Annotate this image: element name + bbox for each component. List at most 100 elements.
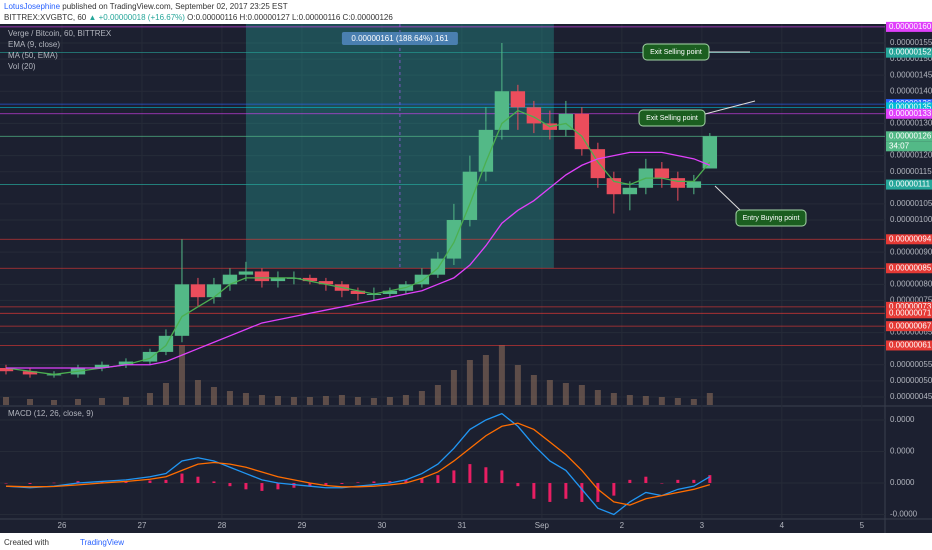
y-tick-label: 0.00000140 (890, 86, 932, 95)
macd-histogram (612, 483, 616, 496)
macd-histogram (564, 483, 568, 499)
candle-body (462, 171, 478, 220)
volume-bar (354, 397, 361, 405)
price-label: 0.00000094 (889, 234, 932, 243)
macd-histogram (100, 481, 104, 484)
y-tick-label: 0.00000105 (890, 199, 932, 208)
macd-histogram (28, 483, 32, 484)
macd-histogram (372, 481, 376, 484)
x-tick-label: 28 (217, 521, 226, 530)
price-label-box (886, 179, 932, 190)
volume-bar (562, 383, 569, 405)
macd-histogram (260, 483, 264, 491)
annotation-box (638, 109, 706, 127)
y-tick-label: 0.00000115 (890, 167, 932, 176)
macd-histogram (308, 483, 312, 487)
macd-histogram (4, 483, 8, 484)
volume-bar (210, 387, 217, 405)
macd-histogram (228, 483, 232, 487)
candle-body (686, 181, 702, 188)
price-label-box (886, 308, 932, 319)
candle-body (254, 271, 270, 282)
symbol: BITTREX:XVGBTC, 60 (4, 13, 87, 22)
candle-body (622, 187, 638, 195)
macd-histogram (356, 482, 360, 484)
header-line: LotusJosephine published on TradingView.… (4, 2, 288, 11)
candle-body (222, 274, 238, 285)
macd-histogram (708, 475, 712, 484)
macd-histogram (516, 483, 520, 487)
y-tick-label: 0.00000045 (890, 392, 932, 401)
y-tick-label: 0.00000065 (890, 328, 932, 337)
candle-body (318, 281, 334, 285)
candle-body (510, 91, 526, 108)
candle-body (206, 284, 222, 298)
x-tick-label: 27 (138, 521, 147, 530)
macd-histogram (180, 473, 184, 484)
chart-background (0, 24, 932, 533)
price-label: 0.00000111 (889, 180, 931, 189)
volume-bar (242, 393, 249, 405)
macd-histogram (580, 483, 584, 502)
candle-body (94, 364, 110, 368)
change: ▲ +0.00000018 (+16.67%) (88, 13, 185, 22)
volume-bar (386, 397, 393, 405)
annotation: Entry Buying point (743, 215, 800, 222)
candle-body (654, 168, 670, 179)
volume-bar (466, 360, 473, 405)
price-label: 0.00000085 (889, 263, 932, 272)
macd-histogram (388, 481, 392, 484)
volume-bar (530, 375, 537, 405)
x-tick-label: 4 (780, 521, 785, 530)
chart-layer: 26 27 28 29 30 31 Sep 2 3 4 50.000001550.000001500… (0, 21, 932, 530)
macd-histogram (324, 483, 328, 486)
price-label: 0.00000133 (889, 109, 932, 118)
candle-body (446, 219, 462, 259)
annotation-pointer (714, 185, 741, 211)
price-label: 0.00000160 (889, 22, 932, 31)
volume-bar (194, 380, 201, 405)
candle-body (190, 284, 206, 298)
macd-histogram (692, 479, 696, 484)
y-tick-label: 0.00000130 (890, 119, 932, 128)
candle-body (702, 136, 718, 169)
macd-histogram (436, 475, 440, 484)
legend-entry: Verge / Bitcoin, 60, BITTREX (8, 29, 112, 38)
volume-bar (514, 365, 521, 405)
candle-body (670, 178, 686, 188)
footer-brand[interactable]: TradingView (80, 538, 124, 547)
candle-body (414, 274, 430, 285)
y-tick-label: -0.0000 (890, 510, 918, 519)
macd-line (5, 412, 711, 516)
macd-histogram (660, 483, 664, 484)
volume-bar (642, 396, 649, 405)
volume-bar (50, 400, 57, 405)
macd-histogram (148, 480, 152, 484)
macd-histogram (76, 481, 80, 484)
countdown-box (886, 141, 932, 152)
x-tick-label: 29 (297, 521, 306, 530)
price-label-box (886, 47, 932, 58)
publisher[interactable]: LotusJosephine (4, 2, 61, 11)
macd-line (5, 422, 711, 506)
y-tick-label: 0.00000145 (890, 70, 932, 79)
annotation-pointer (704, 100, 756, 115)
x-tick-label: 31 (457, 521, 466, 530)
volume-bar (322, 396, 329, 405)
volume-bar (626, 395, 633, 405)
y-tick-label: 0.00000120 (890, 151, 932, 160)
volume-bar (122, 397, 129, 405)
volume-bar (26, 399, 33, 405)
price-label: 0.00000073 (889, 302, 932, 311)
legend-entry: Vol (20) (8, 62, 36, 71)
annotations: Exit Selling point Exit Selling point En… (638, 43, 807, 227)
volume-bar (74, 399, 81, 405)
y-tick-label: 0.00000080 (890, 279, 932, 288)
y-tick-label: 0.00000075 (890, 296, 932, 305)
volume-bar (658, 397, 665, 405)
volume-bar (482, 355, 489, 405)
price-label: 0.00000061 (889, 341, 932, 350)
macd-histogram (500, 470, 504, 484)
countdown: 34:07 (889, 141, 910, 150)
price-label-box (886, 340, 932, 351)
